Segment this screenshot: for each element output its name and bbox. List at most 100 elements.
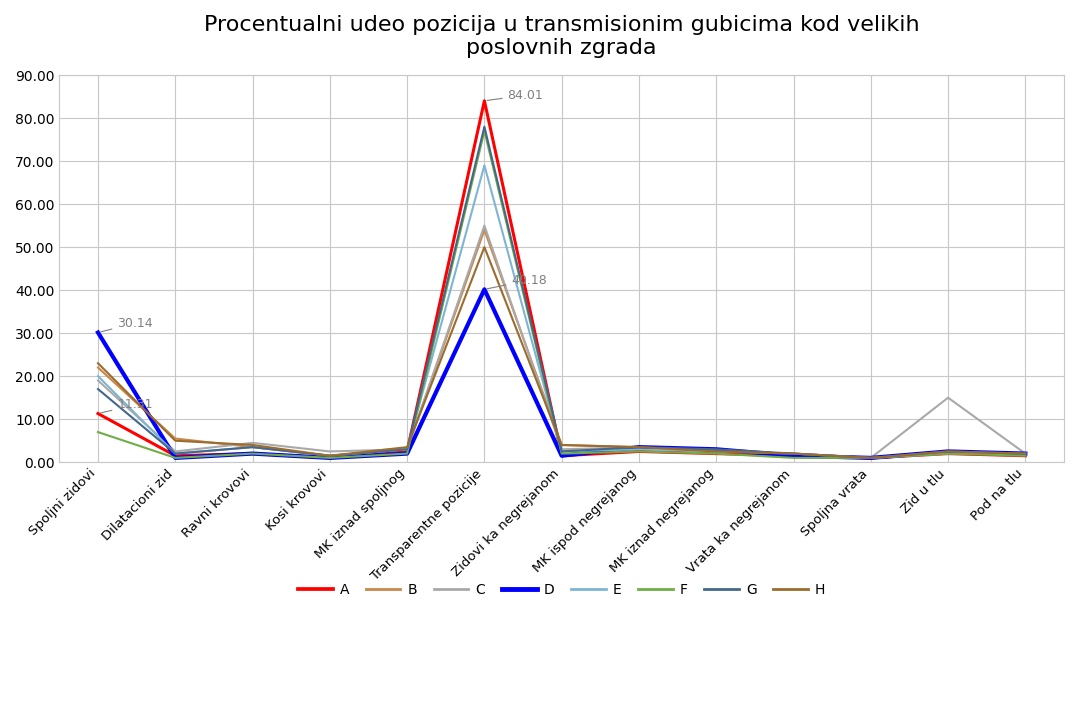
Line: B: B [98, 230, 1025, 458]
Line: C: C [98, 226, 1025, 458]
C [632, 443, 645, 451]
G [92, 385, 105, 393]
B [168, 434, 181, 443]
C [787, 449, 800, 458]
E [556, 447, 569, 456]
A [1019, 451, 1032, 460]
D [168, 453, 181, 462]
Text: 11.31: 11.31 [100, 399, 153, 413]
A [556, 451, 569, 460]
C [556, 445, 569, 453]
C [168, 447, 181, 456]
H [478, 243, 491, 252]
C [324, 447, 337, 456]
F [864, 453, 877, 462]
A [92, 409, 105, 418]
B [710, 447, 723, 456]
F [92, 428, 105, 437]
B [478, 226, 491, 234]
F [1019, 451, 1032, 460]
A [787, 451, 800, 460]
F [168, 453, 181, 462]
C [864, 453, 877, 462]
Line: D: D [98, 290, 1025, 458]
H [787, 449, 800, 458]
F [478, 127, 491, 135]
B [1019, 449, 1032, 458]
G [942, 447, 955, 456]
E [246, 443, 259, 451]
E [632, 445, 645, 453]
H [92, 359, 105, 368]
E [324, 451, 337, 460]
B [324, 451, 337, 460]
H [246, 441, 259, 449]
E [400, 445, 413, 453]
H [942, 447, 955, 456]
B [556, 441, 569, 449]
C [1019, 449, 1032, 458]
E [168, 449, 181, 458]
E [942, 449, 955, 458]
D [478, 285, 491, 294]
E [864, 453, 877, 462]
D [246, 449, 259, 458]
D [864, 453, 877, 462]
Text: 84.01: 84.01 [487, 89, 544, 102]
G [246, 443, 259, 451]
H [632, 443, 645, 451]
C [92, 376, 105, 385]
D [632, 443, 645, 451]
F [632, 447, 645, 456]
B [787, 449, 800, 458]
Line: H: H [98, 247, 1025, 458]
A [710, 449, 723, 458]
A [632, 447, 645, 456]
Line: G: G [98, 127, 1025, 458]
C [478, 221, 491, 230]
G [556, 447, 569, 456]
G [400, 445, 413, 453]
G [168, 449, 181, 458]
G [1019, 449, 1032, 458]
B [942, 447, 955, 456]
H [864, 453, 877, 462]
D [556, 451, 569, 460]
E [710, 447, 723, 456]
B [92, 363, 105, 372]
A [400, 447, 413, 456]
C [400, 445, 413, 453]
F [787, 453, 800, 462]
D [324, 453, 337, 462]
H [168, 437, 181, 445]
F [246, 449, 259, 458]
D [710, 445, 723, 453]
G [632, 443, 645, 451]
B [400, 445, 413, 453]
F [710, 449, 723, 458]
F [942, 449, 955, 458]
D [787, 451, 800, 460]
C [942, 394, 955, 402]
H [1019, 449, 1032, 458]
F [324, 453, 337, 462]
E [1019, 449, 1032, 458]
E [92, 372, 105, 380]
Line: A: A [98, 101, 1025, 458]
D [1019, 449, 1032, 458]
H [324, 451, 337, 460]
B [246, 443, 259, 451]
E [478, 161, 491, 169]
F [400, 449, 413, 458]
A [246, 449, 259, 458]
F [556, 449, 569, 458]
C [710, 447, 723, 456]
G [324, 451, 337, 460]
A [478, 96, 491, 105]
G [478, 122, 491, 131]
A [942, 449, 955, 458]
Legend: A, B, C, D, E, F, G, H: A, B, C, D, E, F, G, H [292, 578, 831, 602]
A [864, 453, 877, 462]
Line: F: F [98, 131, 1025, 458]
E [787, 449, 800, 458]
